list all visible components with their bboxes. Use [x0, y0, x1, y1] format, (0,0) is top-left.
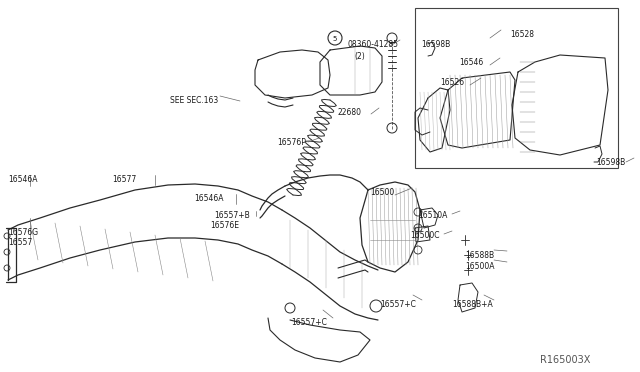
Text: 16588B+A: 16588B+A [452, 300, 493, 309]
Text: SEE SEC.163: SEE SEC.163 [170, 96, 218, 105]
Text: 16510A: 16510A [418, 211, 447, 220]
Text: 5: 5 [333, 36, 337, 42]
Text: 16546A: 16546A [194, 194, 223, 203]
Text: 16588B: 16588B [465, 251, 494, 260]
Text: 16557+C: 16557+C [291, 318, 327, 327]
Text: 08360-41285: 08360-41285 [347, 40, 398, 49]
Text: 16557: 16557 [8, 238, 32, 247]
Text: 16546A: 16546A [8, 175, 38, 184]
Text: 16546: 16546 [459, 58, 483, 67]
Bar [415, 8, 618, 168]
Text: R165003X: R165003X [540, 355, 590, 365]
Text: 16598B: 16598B [596, 158, 625, 167]
Text: 22680: 22680 [337, 108, 361, 117]
Text: 16557+C: 16557+C [380, 300, 416, 309]
Text: 16576P: 16576P [277, 138, 306, 147]
Text: 16526: 16526 [440, 78, 464, 87]
Text: 16576G: 16576G [8, 228, 38, 237]
Text: 16598B: 16598B [421, 40, 451, 49]
Text: 16557+B: 16557+B [214, 211, 250, 220]
Text: 16577: 16577 [112, 175, 136, 184]
Text: (2): (2) [354, 52, 365, 61]
Text: 16500: 16500 [370, 188, 394, 197]
Text: 16500A: 16500A [465, 262, 495, 271]
Text: 16576E: 16576E [210, 221, 239, 230]
Text: 16500C: 16500C [410, 231, 440, 240]
Text: 16528: 16528 [510, 30, 534, 39]
